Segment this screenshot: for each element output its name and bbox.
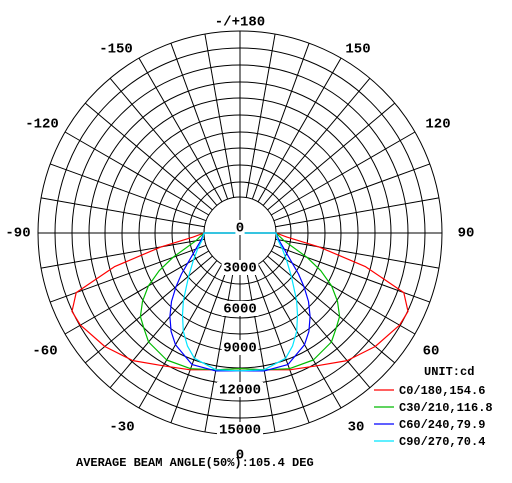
legend-entry: C90/270,70.4 xyxy=(399,435,485,449)
grid-spoke xyxy=(170,43,229,200)
angle-label: -90 xyxy=(5,226,30,242)
curve-series-3 xyxy=(181,232,299,372)
legend-entry: C30/210,116.8 xyxy=(399,401,493,415)
grid-spoke xyxy=(204,33,235,198)
unit-label: UNIT:cd xyxy=(424,365,474,379)
grid-spoke xyxy=(204,268,235,433)
radial-tick-label-bg xyxy=(235,220,245,235)
angle-label: 30 xyxy=(348,420,365,436)
grid-spoke xyxy=(138,263,223,409)
grid-spoke xyxy=(138,57,223,203)
radial-tick-label-bg xyxy=(217,422,263,437)
grid-spoke xyxy=(267,102,396,211)
angle-label: 120 xyxy=(425,117,450,133)
grid-spoke xyxy=(262,260,371,389)
radial-tick-label: 12000 xyxy=(219,383,261,399)
grid-spoke xyxy=(275,238,440,269)
grid-spoke xyxy=(270,250,416,335)
average-beam-angle: AVERAGE BEAM ANGLE(50%):105.4 DEG xyxy=(76,456,314,470)
angle-label: -150 xyxy=(99,42,133,58)
angle-label: 90 xyxy=(458,226,475,242)
grid-spoke xyxy=(267,255,396,364)
grid-spoke xyxy=(262,77,371,206)
intensity-curves xyxy=(71,232,409,372)
angle-label: -/+180 xyxy=(215,15,265,31)
radial-tick-label: 0 xyxy=(236,221,244,237)
radial-tick-label-bg xyxy=(221,340,259,355)
grid-spoke xyxy=(109,260,218,389)
legend-entry: C60/240,79.9 xyxy=(399,418,485,432)
grid-spoke xyxy=(270,131,416,216)
grid-spoke xyxy=(245,268,276,433)
angle-label: 0 xyxy=(236,448,244,464)
grid-spoke xyxy=(50,163,207,222)
grid-spoke xyxy=(40,238,205,269)
grid-spoke xyxy=(84,255,213,364)
polar-grid xyxy=(37,30,443,436)
radial-tick-label-bg xyxy=(221,301,259,316)
radial-tick-label-bg xyxy=(221,260,259,275)
grid-spoke xyxy=(40,197,205,228)
angle-label: 60 xyxy=(423,344,440,360)
grid-spoke xyxy=(275,197,440,228)
chart-legend: UNIT:cd C0/180,154.6 C30/210,116.8 C60/240… xyxy=(374,365,493,449)
grid-spoke xyxy=(245,33,276,198)
radial-tick-label: 9000 xyxy=(223,341,257,357)
grid-spoke xyxy=(84,102,213,211)
radial-tick-label-bg xyxy=(217,382,263,397)
chart-labels: -/+180 150 -150 120 -120 90 -90 60 -60 30 -30 0 0 300… xyxy=(5,15,474,464)
angle-label: -60 xyxy=(32,344,57,360)
angle-label: 150 xyxy=(345,42,370,58)
curve-series-1 xyxy=(139,232,341,371)
grid-spoke xyxy=(109,77,218,206)
radial-tick-label: 3000 xyxy=(223,261,257,277)
grid-spoke xyxy=(64,250,210,335)
grid-spoke xyxy=(273,163,430,222)
grid-spoke xyxy=(257,57,342,203)
grid-spoke xyxy=(251,266,310,423)
grid-spoke xyxy=(170,266,229,423)
radial-tick-label: 6000 xyxy=(223,302,257,318)
legend-entry: C0/180,154.6 xyxy=(399,384,485,398)
radial-tick-label: 15000 xyxy=(219,423,261,439)
angle-label: -30 xyxy=(109,420,134,436)
grid-spoke xyxy=(257,263,342,409)
angle-label: -120 xyxy=(25,117,59,133)
grid-spoke xyxy=(251,43,310,200)
grid-spoke xyxy=(64,131,210,216)
